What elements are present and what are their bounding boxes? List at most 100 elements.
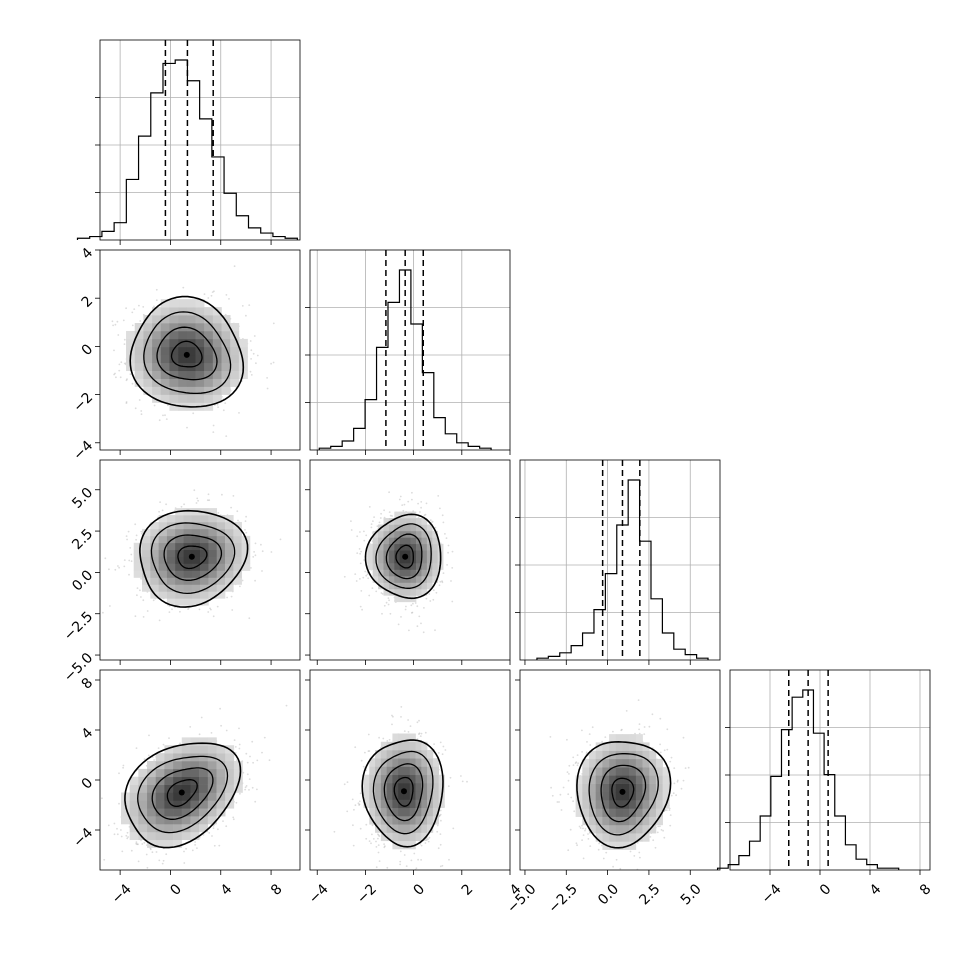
density-cell xyxy=(191,570,201,578)
scatter-point xyxy=(252,352,255,355)
density-cell xyxy=(155,784,165,793)
scatter-point xyxy=(359,605,362,608)
scatter-point xyxy=(416,738,419,740)
density-cell xyxy=(129,800,139,809)
histogram-bin-6 xyxy=(139,136,151,240)
scatter-point xyxy=(217,828,219,831)
density-cell xyxy=(134,323,144,332)
pair-frame xyxy=(99,459,301,661)
density-cell xyxy=(199,776,209,785)
density-cell xyxy=(410,537,417,545)
density-cell xyxy=(181,784,191,793)
scatter-point xyxy=(449,776,452,779)
density-cell xyxy=(169,362,179,372)
density-cell xyxy=(181,792,191,801)
scatter-point xyxy=(244,788,247,791)
scatter-point xyxy=(183,850,185,853)
scatter-point xyxy=(210,608,212,611)
scatter-point xyxy=(356,535,359,538)
density-cell xyxy=(173,768,183,778)
scatter-point xyxy=(245,314,247,317)
density-cell xyxy=(129,784,139,793)
scatter-point xyxy=(180,505,183,508)
density-cell xyxy=(155,768,165,778)
scatter-point xyxy=(136,594,138,597)
scatter-point xyxy=(261,550,264,553)
density-cell xyxy=(367,556,373,564)
scatter-point xyxy=(120,829,122,831)
scatter-point xyxy=(197,499,200,502)
density-cell xyxy=(410,518,417,525)
scatter-point xyxy=(365,574,368,577)
histogram-bin-13 xyxy=(224,193,236,240)
histogram-bin-5 xyxy=(126,179,138,240)
density-cell xyxy=(160,354,170,364)
scatter-point xyxy=(441,753,444,756)
density-cell xyxy=(173,792,183,801)
histogram-bin-4 xyxy=(750,841,761,870)
contour-level-1 xyxy=(395,544,414,569)
density-cell xyxy=(190,824,200,833)
scatter-point xyxy=(123,565,126,568)
density-cell xyxy=(138,800,148,809)
density-cell xyxy=(410,530,417,538)
density-cell xyxy=(178,307,188,316)
histogram-bin-4 xyxy=(571,646,582,660)
density-cell xyxy=(204,378,214,387)
scatter-point xyxy=(134,407,137,410)
density-cell xyxy=(134,362,144,372)
density-peak xyxy=(183,351,190,358)
density-cell xyxy=(169,346,179,356)
scatter-point xyxy=(152,599,155,602)
density-cell xyxy=(212,370,222,379)
density-cell xyxy=(421,524,428,532)
scatter-point xyxy=(375,840,377,843)
scatter-point xyxy=(436,830,439,833)
density-cell xyxy=(207,737,217,746)
scatter-point xyxy=(388,511,391,513)
scatter-point xyxy=(363,539,366,542)
density-cell xyxy=(142,542,151,551)
density-cell xyxy=(204,315,214,324)
density-cell xyxy=(147,792,157,801)
density-cell xyxy=(164,808,174,817)
density-cell xyxy=(208,528,218,537)
density-cell xyxy=(383,569,390,577)
scatter-point xyxy=(222,409,225,412)
scatter-point xyxy=(249,340,252,342)
scatter-point xyxy=(361,608,363,611)
density-cell xyxy=(190,831,200,841)
density-cell xyxy=(216,521,226,530)
density-cell xyxy=(410,563,417,570)
density-cell xyxy=(394,518,401,525)
density-cell xyxy=(166,515,176,523)
density-cell xyxy=(195,354,205,364)
density-cell xyxy=(225,542,234,551)
density-cell xyxy=(212,378,222,387)
scatter-point xyxy=(235,759,238,761)
density-cell xyxy=(143,370,153,379)
scatter-point xyxy=(136,587,139,589)
density-cell xyxy=(158,584,168,592)
density-cell xyxy=(405,569,411,577)
density-cell xyxy=(134,346,144,356)
density-cell xyxy=(394,569,401,577)
density-cell xyxy=(399,530,406,538)
contour-level-2 xyxy=(151,767,214,820)
density-cell xyxy=(207,800,217,809)
density-cell xyxy=(216,570,226,578)
density-cell xyxy=(410,588,417,596)
density-cell xyxy=(225,776,235,785)
density-cell xyxy=(230,378,240,387)
scatter-point xyxy=(251,740,254,743)
scatter-point xyxy=(185,847,188,850)
density-cell xyxy=(160,346,170,356)
scatter-point xyxy=(103,858,106,861)
scatter-point xyxy=(153,305,155,308)
density-cell xyxy=(143,378,153,387)
scatter-point xyxy=(354,804,357,807)
density-cell xyxy=(195,330,205,340)
density-cell xyxy=(169,299,179,308)
scatter-point xyxy=(147,754,150,757)
scatter-point xyxy=(422,631,425,634)
